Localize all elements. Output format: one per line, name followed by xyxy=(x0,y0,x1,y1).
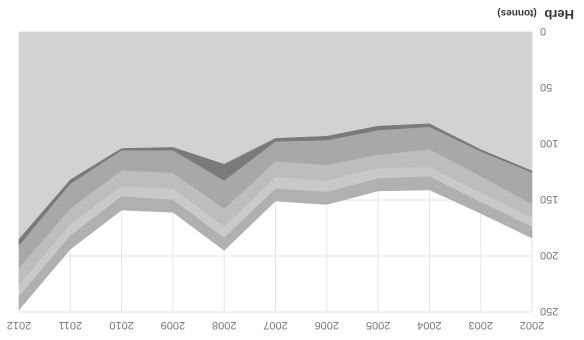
x-tick-label: 2009 xyxy=(161,319,185,331)
x-tick-labels: 2002 2003 2004 2005 2006 2007 2008 2009 2010 2011… xyxy=(7,319,544,331)
x-tick-label: 2006 xyxy=(315,319,339,331)
area-series-6 xyxy=(18,176,533,311)
x-tick-label: 2005 xyxy=(366,319,390,331)
chart-title: Herb (tonnes) xyxy=(497,7,574,22)
y-tick-label: 0 xyxy=(540,25,546,37)
x-tick-label: 2008 xyxy=(212,319,236,331)
x-tick-label: 2004 xyxy=(417,319,441,331)
x-tick-label: 2002 xyxy=(520,319,544,331)
y-tick-label: 200 xyxy=(540,249,558,261)
y-tick-label: 100 xyxy=(540,137,558,149)
x-tick-label: 2003 xyxy=(468,319,492,331)
y-tick-label: 50 xyxy=(540,81,552,93)
y-tick-label: 150 xyxy=(540,193,558,205)
x-tick-label: 2010 xyxy=(109,319,133,331)
x-tick-label: 2011 xyxy=(58,319,82,331)
x-tick-label: 2012 xyxy=(7,319,31,331)
y-tick-labels: 0 50 100 150 200 250 xyxy=(540,25,558,317)
area-layer xyxy=(18,31,533,311)
chart-title-text: Herb xyxy=(544,7,574,22)
y-tick-label: 250 xyxy=(540,305,558,317)
chart-unit-text: (tonnes) xyxy=(497,7,536,18)
x-tick-label: 2007 xyxy=(263,319,287,331)
